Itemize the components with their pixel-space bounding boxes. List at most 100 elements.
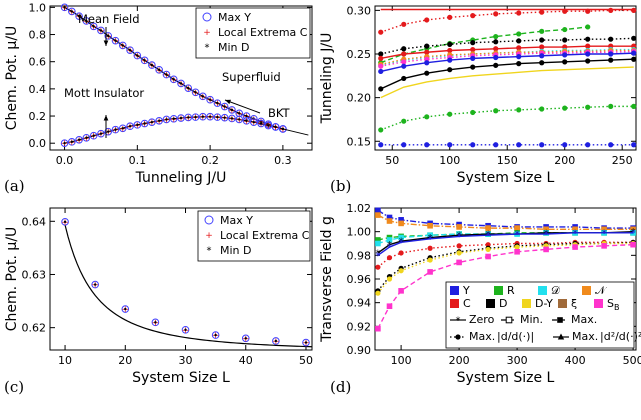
legend-label: R — [507, 284, 515, 297]
lower-point — [126, 122, 134, 131]
lower-point — [177, 114, 185, 122]
series-7-point — [401, 59, 407, 65]
upper-point — [77, 14, 81, 18]
lower-point — [68, 138, 76, 146]
series-1-point — [456, 224, 462, 230]
y-tick-label: 0.64 — [22, 215, 47, 228]
series-9-point — [401, 75, 407, 82]
series-8-point — [470, 55, 476, 61]
x-tick-label: 150 — [497, 154, 518, 167]
upper-point — [121, 44, 124, 47]
series-9-point — [516, 61, 522, 67]
series-3-point — [447, 41, 453, 48]
upper-point — [126, 46, 134, 54]
series-6-point — [375, 264, 381, 270]
arrow-mean-field — [103, 40, 109, 46]
lower-point — [259, 122, 263, 125]
legend-swatch — [558, 299, 567, 308]
lower-point — [245, 119, 248, 122]
plot-frame — [49, 207, 313, 351]
legend-label: Min D — [218, 41, 250, 54]
series-3-point — [427, 232, 433, 239]
series-11-point — [608, 103, 614, 109]
series-11-point — [401, 118, 407, 124]
series-8-point — [427, 257, 433, 263]
lower-point — [165, 118, 168, 121]
lower-point — [121, 127, 124, 130]
series-9-point — [514, 248, 520, 255]
series-4-point — [424, 49, 430, 55]
y-axis-label: Chem. Pot. μ/U — [4, 227, 20, 332]
series-8-point — [447, 57, 453, 63]
x-tick-label: 0.0 — [56, 154, 74, 167]
series-2-line — [380, 26, 588, 64]
upper-point — [118, 41, 127, 50]
lower-point — [238, 118, 241, 121]
y-tick-label: 1.02 — [347, 202, 372, 215]
data-point — [151, 318, 160, 327]
series-9-point — [631, 56, 637, 62]
series-12-point — [608, 142, 614, 148]
x-axis-label: System Size L — [457, 370, 555, 386]
upper-point — [63, 6, 66, 9]
series-1-point — [378, 29, 384, 35]
lower-point — [271, 123, 280, 131]
series-9-point — [562, 59, 568, 65]
upper-point — [162, 70, 171, 79]
upper-point — [97, 26, 105, 35]
data-point — [241, 334, 250, 343]
series-1-point — [601, 226, 607, 233]
y-tick-label: 0.94 — [347, 297, 372, 310]
upper-point — [194, 91, 197, 94]
panel-c: 10 20 30 40 50 0.62 0.63 0.64 System Size L Chem.… — [4, 207, 313, 386]
upper-point — [238, 112, 241, 115]
upper-point — [68, 7, 76, 16]
x-tick-label: 300 — [507, 354, 528, 367]
series-11-line — [380, 105, 634, 131]
legend-style-marker: * — [456, 316, 461, 327]
upper-point — [75, 12, 83, 20]
series-2-point — [562, 26, 568, 33]
series-1-point — [398, 220, 404, 227]
x-tick-label: 0.3 — [274, 154, 292, 167]
data-point — [181, 325, 190, 334]
upper-point — [223, 105, 226, 108]
lower-point — [249, 118, 258, 126]
lower-point — [133, 121, 142, 129]
legend-swatch — [538, 286, 547, 295]
x-axis-label: System Size L — [457, 170, 555, 186]
series-3-point — [631, 35, 637, 41]
series-8-point — [398, 268, 404, 274]
lower-point — [157, 119, 161, 122]
lower-point — [179, 116, 183, 120]
series-1-point — [539, 9, 545, 15]
upper-point — [199, 92, 207, 101]
legend-style-label: Max. — [571, 313, 597, 326]
upper-point — [220, 102, 229, 111]
lower-point — [230, 117, 234, 120]
lower-point — [201, 115, 205, 118]
series-6-point — [427, 245, 433, 251]
legend-swatch — [582, 286, 591, 295]
series-1-point — [562, 8, 568, 14]
series-9-point — [470, 64, 476, 70]
series-2-point — [375, 237, 381, 243]
lower-point — [85, 136, 88, 139]
upper-point — [155, 66, 163, 74]
lower-point — [111, 125, 120, 134]
series-12-point — [493, 142, 499, 148]
x-axis-label: Tunneling J/U — [135, 170, 227, 186]
lower-point — [128, 125, 132, 128]
x-tick-label: 100 — [391, 354, 412, 367]
data-point — [302, 338, 310, 347]
legend-box — [197, 210, 311, 262]
series-11-point — [539, 106, 545, 112]
x-tick-label: 40 — [239, 354, 253, 367]
y-tick-label: 0.92 — [347, 320, 372, 333]
series-11-point — [562, 105, 568, 111]
series-9-point — [447, 67, 453, 73]
series-5-point: * — [457, 232, 462, 243]
series-3-point — [470, 40, 476, 46]
data-point — [214, 333, 217, 337]
x-tick-label: 0.1 — [129, 154, 147, 167]
